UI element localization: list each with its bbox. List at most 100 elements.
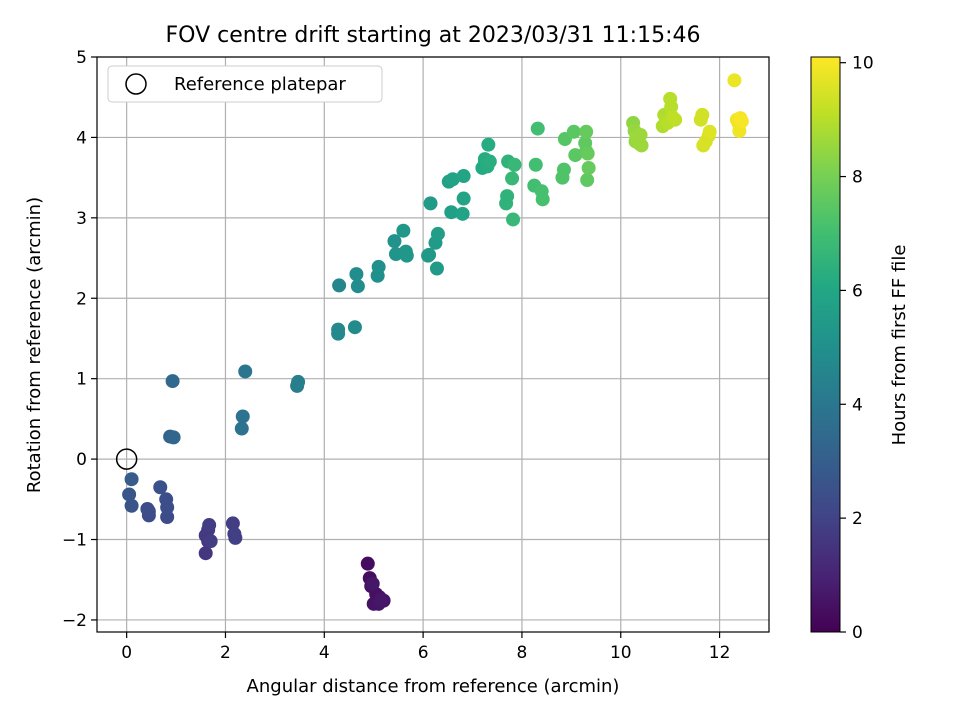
colorbar-label: Hours from first FF file — [889, 245, 910, 446]
data-point — [505, 171, 520, 186]
data-point — [159, 492, 174, 507]
x-axis-ticks: 0 2 4 6 8 10 12 — [121, 632, 730, 663]
data-point — [234, 421, 249, 436]
y-tick-label: 0 — [76, 450, 87, 470]
x-axis-label: Angular distance from reference (arcmin) — [247, 676, 620, 697]
data-point — [507, 157, 522, 172]
data-point — [633, 128, 648, 143]
data-point — [360, 556, 375, 571]
y-tick-label: 2 — [76, 289, 87, 309]
data-point — [664, 99, 679, 114]
data-point — [421, 248, 436, 263]
data-point — [580, 146, 595, 161]
y-tick-label: 3 — [76, 209, 87, 229]
chart-title: FOV centre drift starting at 2023/03/31 … — [166, 23, 701, 48]
data-point — [500, 189, 515, 204]
data-point — [124, 472, 139, 487]
data-point — [153, 480, 168, 495]
data-point — [727, 73, 742, 88]
data-point — [482, 154, 497, 169]
data-point — [481, 137, 496, 152]
legend: Reference platepar — [107, 65, 383, 103]
data-point — [166, 430, 181, 445]
data-point — [399, 248, 414, 263]
colorbar: 0 2 4 6 8 10 Hours from first FF file — [810, 54, 910, 643]
colorbar-tick-label: 2 — [852, 509, 863, 529]
data-point — [198, 546, 213, 561]
data-point — [141, 504, 156, 519]
x-tick-label: 6 — [418, 643, 429, 663]
data-point — [350, 279, 365, 294]
colorbar-tick-label: 8 — [852, 168, 863, 188]
data-point — [506, 212, 521, 227]
data-point — [122, 487, 137, 502]
x-tick-label: 10 — [610, 643, 632, 663]
scatter-points — [115, 73, 749, 611]
data-point — [332, 278, 347, 293]
y-tick-label: 4 — [76, 128, 87, 148]
y-axis-ticks: −2 −1 0 1 2 3 4 5 — [62, 48, 97, 631]
data-point — [291, 374, 306, 389]
data-point — [331, 322, 346, 337]
data-point — [228, 530, 243, 545]
data-point — [160, 510, 175, 524]
data-point — [225, 516, 240, 531]
data-point — [634, 138, 649, 153]
y-tick-label: −1 — [62, 531, 87, 551]
data-point — [365, 576, 380, 591]
legend-box — [107, 65, 383, 103]
y-tick-label: 1 — [76, 370, 87, 390]
data-point — [581, 160, 596, 175]
data-point — [556, 162, 571, 177]
reference-platepar-marker — [115, 448, 138, 470]
legend-label: Reference platepar — [174, 74, 346, 95]
data-point — [668, 112, 683, 127]
data-point — [423, 196, 438, 211]
data-point — [387, 234, 402, 249]
data-point — [349, 267, 364, 282]
data-point — [430, 226, 445, 241]
x-tick-label: 0 — [121, 643, 132, 663]
y-tick-label: −2 — [62, 611, 87, 631]
data-point — [238, 364, 253, 379]
plot-frame — [96, 56, 770, 633]
data-point — [734, 114, 749, 129]
data-point — [580, 173, 595, 188]
y-tick-label: 5 — [76, 48, 87, 68]
colorbar-ticks: 0 2 4 6 8 10 — [840, 54, 874, 643]
data-point — [396, 223, 411, 238]
data-point — [455, 206, 470, 221]
data-point — [535, 192, 550, 207]
data-point — [374, 592, 389, 607]
data-point — [165, 374, 180, 389]
x-tick-label: 8 — [517, 643, 528, 663]
colorbar-tick-label: 0 — [852, 623, 863, 643]
data-point — [702, 124, 717, 139]
data-point — [568, 148, 583, 163]
data-point — [579, 124, 594, 139]
data-point — [528, 157, 543, 172]
data-point — [429, 261, 444, 276]
grid-lines — [97, 56, 769, 632]
data-point — [371, 259, 386, 274]
data-point — [445, 172, 460, 187]
data-point — [566, 124, 581, 139]
data-point — [235, 409, 250, 424]
y-axis-label: Rotation from reference (arcmin) — [24, 197, 45, 493]
colorbar-tick-label: 10 — [852, 54, 874, 74]
data-point — [530, 121, 545, 136]
data-point — [695, 107, 710, 122]
data-point — [456, 169, 471, 184]
data-point — [124, 498, 139, 513]
data-point — [202, 518, 217, 533]
x-tick-label: 4 — [319, 643, 330, 663]
legend-marker — [125, 73, 147, 95]
data-point — [347, 320, 362, 335]
colorbar-gradient — [810, 56, 841, 633]
data-point — [456, 191, 471, 206]
x-tick-label: 2 — [220, 643, 231, 663]
data-point — [444, 205, 459, 220]
colorbar-tick-label: 4 — [852, 395, 863, 415]
data-point — [203, 534, 218, 549]
